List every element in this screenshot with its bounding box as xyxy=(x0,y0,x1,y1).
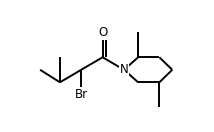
Text: Br: Br xyxy=(75,88,88,101)
Text: O: O xyxy=(98,26,107,39)
Text: N: N xyxy=(120,63,128,76)
